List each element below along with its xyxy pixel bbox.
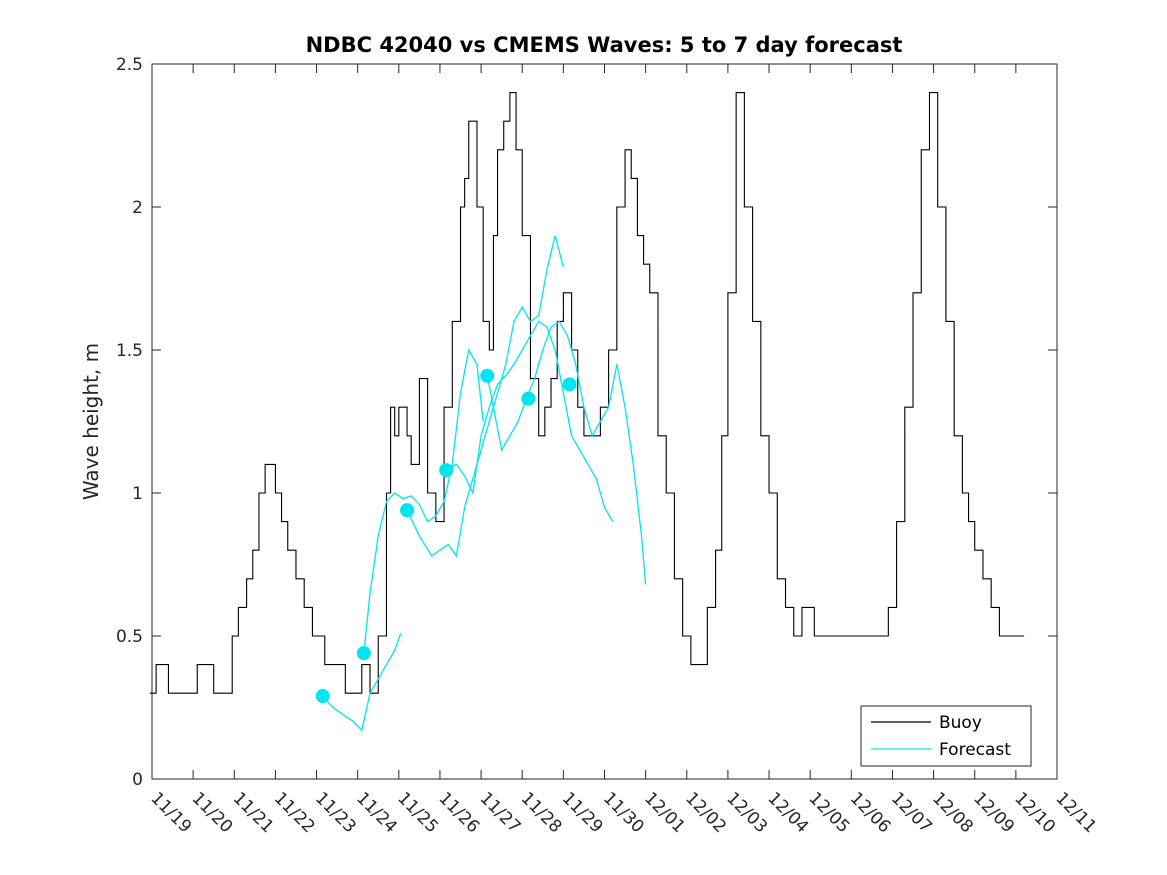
legend: Buoy Forecast [860, 705, 1032, 767]
y-tick-label: 0.5 [116, 627, 143, 647]
y-tick-label: 1 [132, 484, 143, 504]
forecast-marker [439, 463, 454, 478]
y-tick-label: 2.5 [116, 55, 143, 75]
y-axis: 0 0.5 1 1.5 2 2.5 [116, 55, 1057, 790]
forecast-line [406, 235, 564, 558]
y-tick-label: 1.5 [116, 341, 143, 361]
forecast-marker [400, 503, 415, 518]
forecast-line [363, 348, 484, 654]
forecast-marker [562, 377, 577, 392]
y-axis-label: Wave height, m [79, 343, 103, 500]
forecast-marker [521, 391, 536, 406]
forecast-line [486, 320, 647, 585]
forecast-marker [315, 689, 330, 704]
buoy-series [149, 92, 1025, 694]
buoy-line [149, 92, 1025, 694]
forecast-marker [356, 646, 371, 661]
y-tick-label: 2 [132, 198, 143, 218]
legend-label-forecast: Forecast [939, 740, 1011, 760]
y-tick-label: 0 [132, 770, 143, 790]
chart-title: NDBC 42040 vs CMEMS Waves: 5 to 7 day fo… [306, 33, 903, 57]
legend-box [860, 705, 1032, 767]
forecast-series [315, 235, 647, 732]
legend-label-buoy: Buoy [939, 713, 982, 733]
forecast-marker [480, 368, 495, 383]
forecast-line [445, 320, 614, 522]
forecast-line [322, 632, 402, 732]
